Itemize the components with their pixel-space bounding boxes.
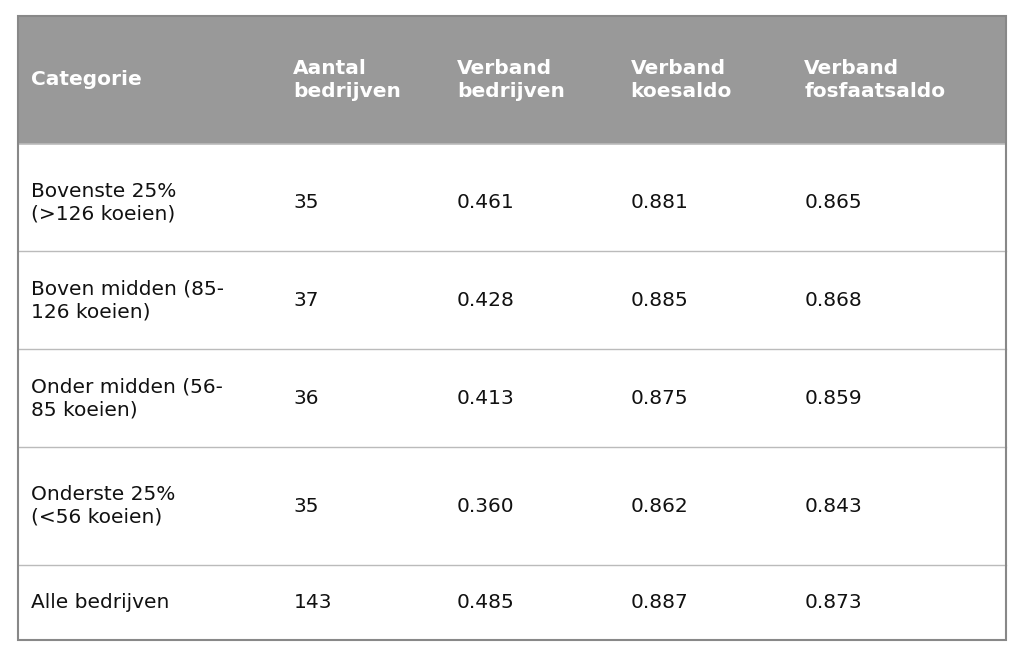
Text: Categorie: Categorie [31, 71, 141, 89]
Text: 0.862: 0.862 [631, 496, 689, 516]
Text: 0.887: 0.887 [631, 593, 689, 612]
Text: 0.843: 0.843 [804, 496, 863, 516]
Text: 0.875: 0.875 [631, 389, 688, 408]
Text: 0.868: 0.868 [804, 291, 863, 310]
Text: 143: 143 [293, 593, 332, 612]
Text: Verband
bedrijven: Verband bedrijven [457, 59, 565, 101]
Text: Verband
koesaldo: Verband koesaldo [631, 59, 732, 101]
Bar [18, 565, 1006, 640]
Text: 37: 37 [293, 291, 319, 310]
Text: Bovenste 25%
(>126 koeien): Bovenste 25% (>126 koeien) [31, 182, 176, 223]
Text: 0.413: 0.413 [457, 389, 515, 408]
Text: 0.885: 0.885 [631, 291, 689, 310]
Text: 0.428: 0.428 [457, 291, 515, 310]
Text: Boven midden (85-
126 koeien): Boven midden (85- 126 koeien) [31, 279, 224, 321]
Text: 0.859: 0.859 [804, 389, 862, 408]
Text: 0.873: 0.873 [804, 593, 862, 612]
Text: 0.485: 0.485 [457, 593, 515, 612]
Text: 0.865: 0.865 [804, 193, 862, 212]
Text: 35: 35 [293, 193, 319, 212]
Text: Aantal
bedrijven: Aantal bedrijven [293, 59, 402, 101]
Bar [18, 153, 1006, 251]
Bar [18, 447, 1006, 565]
Text: Onder midden (56-
85 koeien): Onder midden (56- 85 koeien) [31, 377, 223, 419]
Text: 0.360: 0.360 [457, 496, 514, 516]
Text: 36: 36 [293, 389, 319, 408]
Text: Alle bedrijven: Alle bedrijven [31, 593, 169, 612]
Bar [18, 349, 1006, 447]
Text: Verband
fosfaatsaldo: Verband fosfaatsaldo [804, 59, 945, 101]
Bar [18, 251, 1006, 349]
Text: Onderste 25%
(<56 koeien): Onderste 25% (<56 koeien) [31, 485, 175, 527]
Bar [18, 16, 1006, 144]
Text: 0.881: 0.881 [631, 193, 689, 212]
Text: 35: 35 [293, 496, 319, 516]
Text: 0.461: 0.461 [457, 193, 515, 212]
